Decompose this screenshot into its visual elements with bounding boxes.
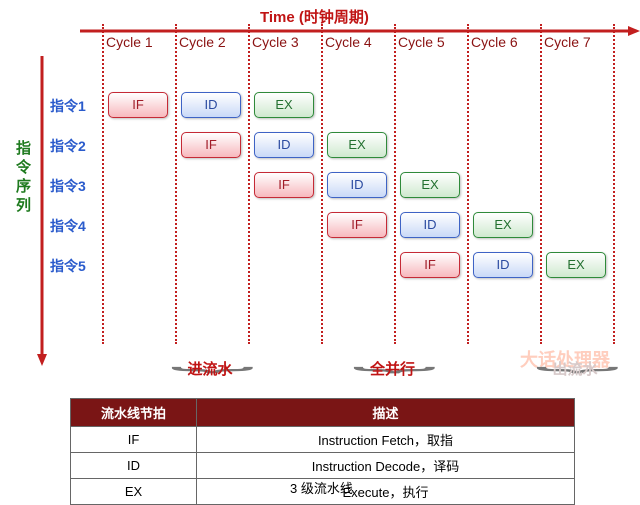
table-cell: Execute，执行 [197, 479, 575, 505]
table-header: 流水线节拍 [71, 399, 197, 427]
instruction-label: 指令3 [50, 176, 86, 196]
table-cell: Instruction Fetch，取指 [197, 427, 575, 453]
table-cell: IF [71, 427, 197, 453]
stage-id: ID [181, 92, 241, 118]
table-header: 描述 [197, 399, 575, 427]
chart-area: Time (时钟周期) 指令序列 大话处理器 Cycle 1Cycle 2Cyc… [0, 0, 640, 400]
table-cell: ID [71, 453, 197, 479]
stage-id: ID [400, 212, 460, 238]
table-cell: Instruction Decode，译码 [197, 453, 575, 479]
instruction-label: 指令1 [50, 96, 86, 116]
stage-ex: EX [546, 252, 606, 278]
cycle-header: Cycle 2 [179, 34, 226, 50]
cycle-divider [175, 24, 177, 344]
stage-ex: EX [327, 132, 387, 158]
stage-id: ID [473, 252, 533, 278]
stage-if: IF [327, 212, 387, 238]
stage-id: ID [327, 172, 387, 198]
time-axis-title: Time (时钟周期) [260, 6, 369, 27]
phase-label: 进流水 [188, 358, 233, 379]
cycle-divider [321, 24, 323, 344]
cycle-divider [248, 24, 250, 344]
cycle-header: Cycle 1 [106, 34, 153, 50]
cycle-divider [613, 24, 615, 344]
stage-ex: EX [254, 92, 314, 118]
pipeline-diagram: Time (时钟周期) 指令序列 大话处理器 Cycle 1Cycle 2Cyc… [0, 0, 640, 502]
cycle-divider [540, 24, 542, 344]
stage-if: IF [254, 172, 314, 198]
stage-if: IF [181, 132, 241, 158]
table-cell: EX [71, 479, 197, 505]
caption: 3 级流水线 [290, 478, 353, 497]
cycle-header: Cycle 6 [471, 34, 518, 50]
phase-label: 出流水 [553, 358, 598, 379]
table-row: IDInstruction Decode，译码 [71, 453, 575, 479]
stage-if: IF [400, 252, 460, 278]
stage-if: IF [108, 92, 168, 118]
cycle-header: Cycle 7 [544, 34, 591, 50]
phase-label: 全并行 [370, 358, 415, 379]
cycle-divider [394, 24, 396, 344]
instruction-label: 指令4 [50, 216, 86, 236]
stage-ex: EX [473, 212, 533, 238]
table-row: IFInstruction Fetch，取指 [71, 427, 575, 453]
instruction-label: 指令5 [50, 256, 86, 276]
cycle-divider [467, 24, 469, 344]
cycle-header: Cycle 5 [398, 34, 445, 50]
cycle-header: Cycle 3 [252, 34, 299, 50]
cycle-divider [102, 24, 104, 344]
y-axis-title: 指令序列 [12, 140, 33, 216]
instruction-label: 指令2 [50, 136, 86, 156]
cycle-header: Cycle 4 [325, 34, 372, 50]
stage-id: ID [254, 132, 314, 158]
stage-ex: EX [400, 172, 460, 198]
